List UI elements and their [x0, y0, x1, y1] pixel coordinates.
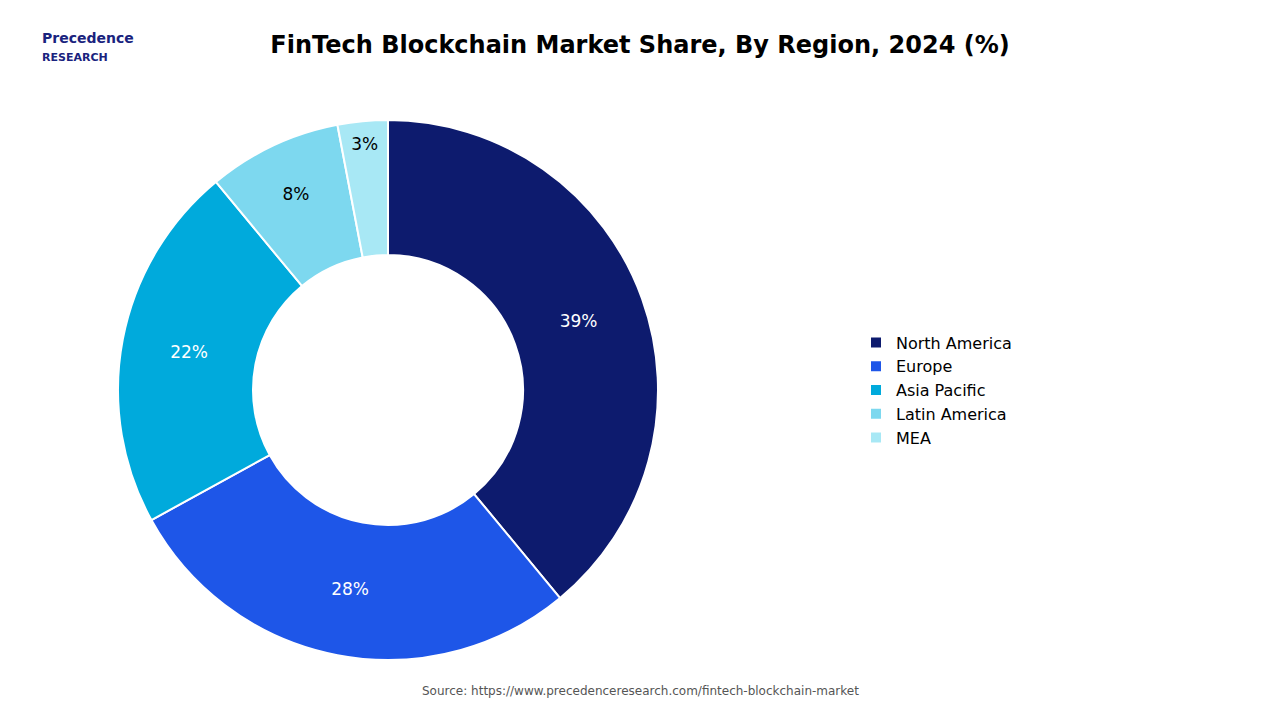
svg-text:North America: North America [896, 334, 1012, 353]
svg-text:Source: https://www.precedence: Source: https://www.precedenceresearch.c… [422, 684, 859, 698]
svg-text:Precedence: Precedence [42, 30, 134, 46]
svg-text:MEA: MEA [896, 429, 931, 448]
svg-text:Asia Pacific: Asia Pacific [896, 381, 985, 400]
svg-text:Latin America: Latin America [896, 405, 1007, 424]
svg-text:8%: 8% [282, 184, 309, 204]
svg-text:RESEARCH: RESEARCH [42, 51, 108, 64]
svg-text:28%: 28% [331, 579, 369, 599]
svg-text:FinTech Blockchain Market Shar: FinTech Blockchain Market Share, By Regi… [270, 31, 1009, 59]
svg-text:22%: 22% [170, 342, 208, 362]
svg-text:Europe: Europe [896, 357, 952, 376]
svg-text:39%: 39% [560, 311, 598, 331]
svg-text:3%: 3% [351, 134, 378, 154]
